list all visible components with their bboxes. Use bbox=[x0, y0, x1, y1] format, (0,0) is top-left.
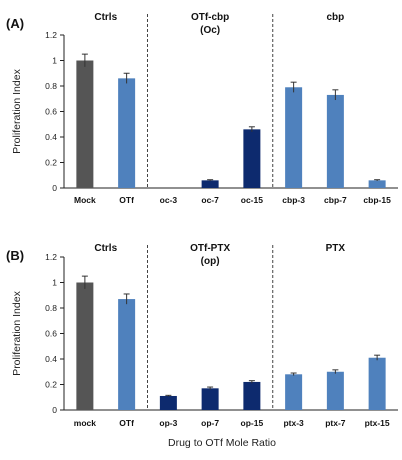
bar bbox=[368, 180, 386, 188]
group-sublabel: (Oc) bbox=[200, 25, 220, 36]
x-tick-label: cbp-15 bbox=[363, 195, 391, 205]
bar bbox=[118, 299, 136, 410]
x-tick-label: oc-15 bbox=[241, 195, 263, 205]
x-tick-label: OTf bbox=[119, 195, 134, 205]
x-tick-label: cbp-3 bbox=[282, 195, 305, 205]
y-tick-label: 1.2 bbox=[45, 252, 57, 262]
x-tick-label: OTf bbox=[119, 418, 134, 428]
x-tick-label: op-15 bbox=[241, 418, 264, 428]
x-tick-label: ptx-15 bbox=[365, 418, 390, 428]
bar bbox=[285, 374, 303, 410]
y-tick-label: 0.8 bbox=[45, 303, 57, 313]
y-axis-label: Proliferation Index bbox=[11, 68, 23, 153]
bar bbox=[243, 129, 261, 188]
bar bbox=[118, 78, 136, 188]
y-tick-label: 0.6 bbox=[45, 107, 57, 117]
bar bbox=[326, 94, 344, 188]
x-tick-label: op-3 bbox=[159, 418, 177, 428]
y-tick-label: 0.4 bbox=[45, 132, 57, 142]
y-tick-label: 0.2 bbox=[45, 380, 57, 390]
y-tick-label: 0 bbox=[52, 183, 57, 193]
group-label: Ctrls bbox=[94, 12, 117, 23]
y-tick-label: 0.2 bbox=[45, 158, 57, 168]
y-tick-label: 0.8 bbox=[45, 81, 57, 91]
y-axis-label: Proliferation Index bbox=[11, 290, 23, 375]
bar bbox=[76, 282, 94, 410]
bar bbox=[326, 371, 344, 410]
panel-label: (A) bbox=[6, 16, 24, 31]
group-label: cbp bbox=[326, 12, 344, 23]
x-tick-label: cbp-7 bbox=[324, 195, 347, 205]
group-label: PTX bbox=[326, 243, 346, 254]
chart-panel-b: (B) Proliferation Index 0 0.2 0.4 0.6 0.8 1 1.2 C… bbox=[6, 243, 398, 428]
y-tick-label: 0 bbox=[52, 405, 57, 415]
x-tick-label: ptx-7 bbox=[325, 418, 346, 428]
group-label: OTf-cbp bbox=[191, 12, 229, 23]
bar bbox=[243, 381, 261, 410]
group-label: OTf-PTX bbox=[190, 243, 230, 254]
x-axis-label: Drug to OTf Mole Ratio bbox=[168, 437, 276, 449]
y-tick-label: 0.6 bbox=[45, 329, 57, 339]
x-tick-label: op-7 bbox=[201, 418, 219, 428]
y-tick-label: 1 bbox=[52, 278, 57, 288]
group-sublabel: (op) bbox=[201, 256, 220, 267]
x-tick-label: oc-7 bbox=[201, 195, 219, 205]
bar bbox=[201, 180, 219, 188]
y-tick-label: 1 bbox=[52, 56, 57, 66]
chart-panel-a: (A) Proliferation Index 0 0.2 0.4 0.6 0.8 1 1.2 C… bbox=[6, 12, 398, 205]
panel-label: (B) bbox=[6, 248, 24, 263]
bar bbox=[159, 395, 177, 410]
y-tick-label: 0.4 bbox=[45, 354, 57, 364]
x-tick-label: Mock bbox=[74, 195, 96, 205]
x-tick-label: ptx-3 bbox=[283, 418, 304, 428]
bar bbox=[285, 87, 303, 188]
bar bbox=[201, 388, 219, 410]
bar bbox=[76, 60, 94, 188]
bar bbox=[368, 357, 386, 410]
x-tick-label: mock bbox=[74, 418, 96, 428]
group-label: Ctrls bbox=[94, 243, 117, 254]
x-tick-label: oc-3 bbox=[160, 195, 178, 205]
y-tick-label: 1.2 bbox=[45, 30, 57, 40]
